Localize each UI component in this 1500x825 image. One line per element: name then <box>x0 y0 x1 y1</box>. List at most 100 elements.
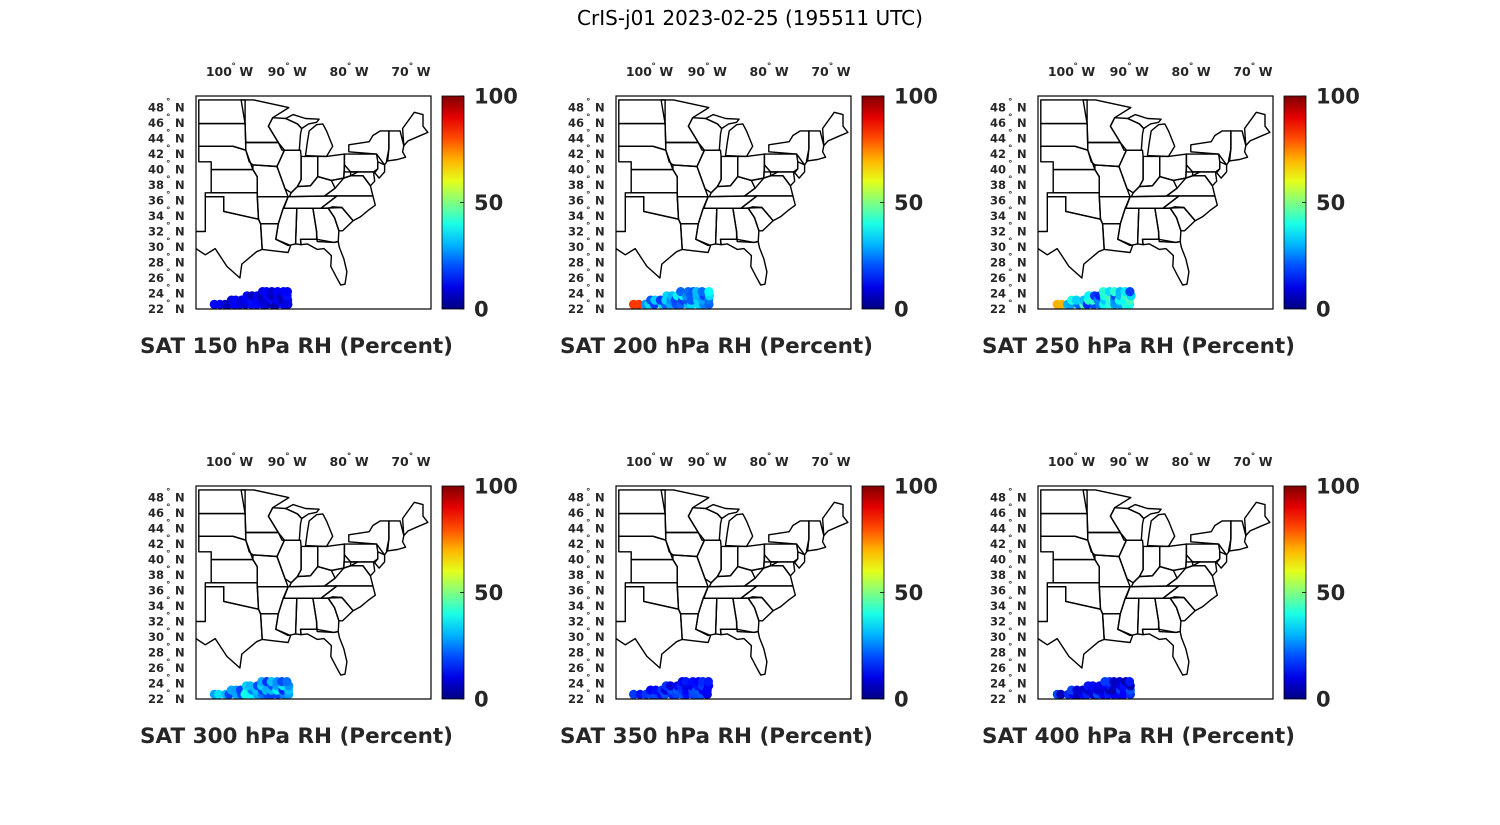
state-outline <box>769 561 796 577</box>
state-boundaries <box>1038 489 1271 699</box>
lat-tick-label: 44 <box>990 132 1006 146</box>
lon-tick-hemisphere: W <box>293 64 307 79</box>
state-outline <box>724 123 754 158</box>
rh-point <box>697 287 707 297</box>
lat-tick-label: 22 <box>990 302 1006 316</box>
lon-tick-label: 90 <box>688 454 706 469</box>
rh-point <box>245 681 255 691</box>
degree-symbol: ° <box>586 627 591 637</box>
lat-tick-hemisphere: N <box>175 537 185 551</box>
state-outline <box>1040 99 1088 125</box>
degree-symbol: ° <box>586 113 591 123</box>
lat-tick-label: 34 <box>568 209 584 223</box>
lat-tick-hemisphere: N <box>175 287 185 301</box>
colorbar-tick-label: 0 <box>894 298 909 322</box>
degree-symbol: ° <box>347 452 352 462</box>
degree-symbol: ° <box>1008 129 1013 139</box>
lon-tick-hemisphere: W <box>775 454 789 469</box>
degree-symbol: ° <box>586 643 591 653</box>
lat-tick-label: 30 <box>568 630 584 644</box>
rh-point <box>703 677 713 687</box>
lat-tick-hemisphere: N <box>595 256 605 270</box>
lat-tick-label: 30 <box>990 630 1006 644</box>
degree-symbol: ° <box>166 565 171 575</box>
state-outline <box>401 501 429 537</box>
lat-tick-hemisphere: N <box>1017 256 1027 270</box>
degree-symbol: ° <box>586 658 591 668</box>
map-panel-200hpa: 100 ° W 90 ° W 80 ° W 70 ° W 48 ° N 46 ° N 44 ° N 42 ° N 40 ° N 38 °… <box>560 62 940 362</box>
lat-tick-hemisphere: N <box>175 225 185 239</box>
lon-tick-label: 70 <box>391 454 409 469</box>
state-outline <box>763 543 799 563</box>
degree-symbol: ° <box>586 581 591 591</box>
state-outline <box>312 207 340 244</box>
lat-tick-hemisphere: N <box>175 256 185 270</box>
lon-tick-hemisphere: W <box>239 454 253 469</box>
state-outline <box>747 206 774 232</box>
lon-tick-hemisphere: W <box>713 64 727 79</box>
colorbar-tick-label: 50 <box>474 581 503 605</box>
state-outline <box>240 99 290 144</box>
degree-symbol: ° <box>285 62 290 72</box>
lon-tick-hemisphere: W <box>1197 454 1211 469</box>
state-outline <box>716 545 739 578</box>
state-outline <box>1082 99 1132 144</box>
state-outline <box>1040 535 1096 561</box>
state-outline <box>343 153 379 173</box>
degree-symbol: ° <box>1008 113 1013 123</box>
state-outline <box>768 130 810 166</box>
lat-tick-hemisphere: N <box>175 194 185 208</box>
lat-tick-label: 24 <box>990 677 1006 691</box>
lon-tick-hemisphere: W <box>659 454 673 469</box>
colorbar-tick-label: 50 <box>1316 581 1345 605</box>
lat-tick-hemisphere: N <box>595 491 605 505</box>
degree-symbol: ° <box>586 299 591 309</box>
state-outline <box>196 196 263 279</box>
degree-symbol: ° <box>705 452 710 462</box>
state-outline <box>687 507 723 541</box>
lat-tick-hemisphere: N <box>175 209 185 223</box>
state-outline <box>676 586 709 615</box>
degree-symbol: ° <box>1008 581 1013 591</box>
lat-tick-label: 48 <box>568 491 584 505</box>
lat-tick-hemisphere: N <box>175 615 185 629</box>
rh-point <box>1124 677 1135 687</box>
state-outline <box>1040 145 1096 171</box>
degree-symbol: ° <box>231 62 236 72</box>
lat-tick-hemisphere: N <box>1017 506 1027 520</box>
lat-tick-label: 40 <box>148 553 164 567</box>
degree-symbol: ° <box>1008 284 1013 294</box>
lat-tick-label: 34 <box>568 599 584 613</box>
state-outline <box>240 489 290 534</box>
state-outline <box>716 155 739 188</box>
lat-tick-hemisphere: N <box>175 646 185 660</box>
degree-symbol: ° <box>1251 62 1256 72</box>
state-outline <box>1162 585 1218 612</box>
lon-tick-label: 70 <box>1233 64 1251 79</box>
state-outline <box>198 99 246 125</box>
state-outline <box>1098 586 1131 615</box>
lon-tick-hemisphere: W <box>417 64 431 79</box>
state-outline <box>805 520 827 552</box>
lat-tick-hemisphere: N <box>175 147 185 161</box>
lat-tick-label: 34 <box>990 599 1006 613</box>
state-outline <box>327 596 354 622</box>
degree-symbol: ° <box>166 113 171 123</box>
map-plot-svg: 100 ° W 90 ° W 80 ° W 70 ° W48 ° N46 ° N44 ° N42 ° N40 ° N38 °… <box>990 452 1360 712</box>
state-outline <box>1127 503 1162 520</box>
lat-tick-hemisphere: N <box>1017 646 1027 660</box>
lat-tick-label: 28 <box>990 646 1006 660</box>
degree-symbol: ° <box>1008 534 1013 544</box>
degree-symbol: ° <box>1008 160 1013 170</box>
lat-tick-label: 42 <box>568 537 584 551</box>
state-outline <box>296 545 319 578</box>
lon-tick-label: 70 <box>811 454 829 469</box>
lat-tick-hemisphere: N <box>175 630 185 644</box>
state-outline <box>747 596 774 622</box>
state-outline <box>821 501 849 537</box>
lat-tick-hemisphere: N <box>175 568 185 582</box>
panel-title: SAT 150 hPa RH (Percent) <box>140 334 453 359</box>
state-outline <box>1169 596 1196 622</box>
state-outline <box>768 520 810 556</box>
degree-symbol: ° <box>166 284 171 294</box>
